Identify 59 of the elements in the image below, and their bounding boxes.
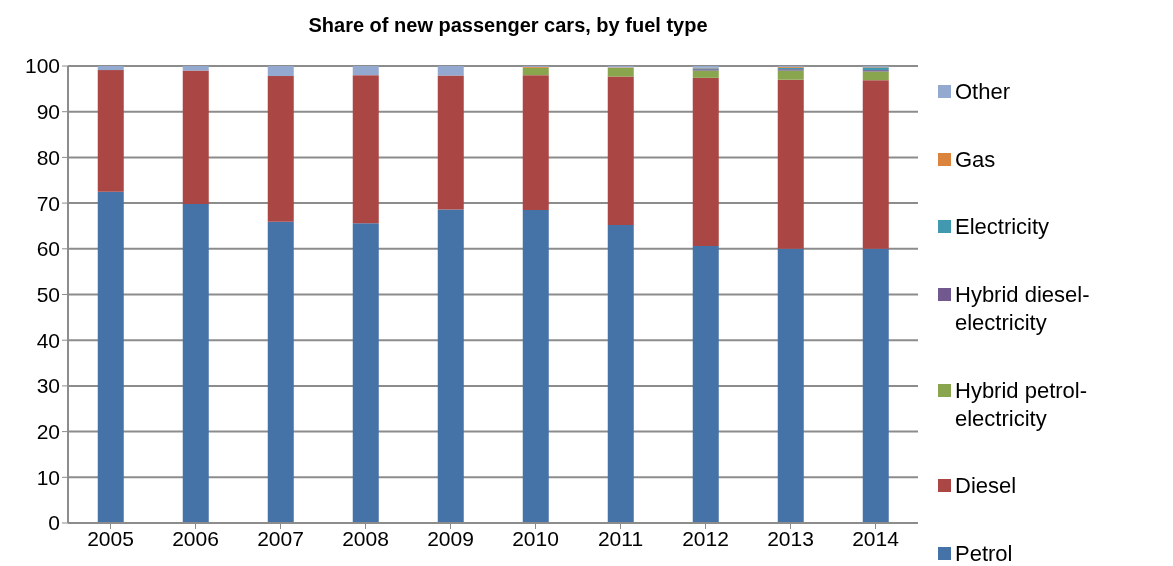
bar — [777, 70, 804, 80]
legend-label: Other — [955, 78, 1012, 106]
y-tick-label: 50 — [36, 282, 60, 306]
bar — [182, 204, 209, 523]
legend-label: Diesel — [955, 472, 1018, 501]
bar — [97, 191, 124, 523]
y-tick-label: 20 — [36, 420, 60, 444]
bar — [862, 248, 889, 523]
bar — [352, 223, 379, 523]
y-tick-label: 30 — [36, 374, 60, 398]
bar — [182, 70, 209, 205]
x-tick-label: 2013 — [767, 526, 814, 550]
y-tick-label: 70 — [36, 191, 60, 215]
x-tick-label: 2014 — [852, 526, 900, 550]
y-tick-label: 90 — [36, 100, 60, 124]
legend-label: Petrol — [955, 539, 1014, 566]
legend-label: Hybrid diesel-electricity — [955, 280, 1091, 337]
bar — [692, 246, 719, 523]
y-tick-label: 10 — [36, 465, 60, 489]
bar — [437, 209, 464, 523]
bar — [777, 248, 804, 523]
y-tick-label: 60 — [36, 237, 60, 261]
legend-label: Gas — [955, 145, 997, 174]
bar — [607, 225, 634, 523]
bar — [607, 76, 634, 226]
bar — [607, 67, 634, 77]
y-tick-label: 40 — [36, 328, 60, 352]
bar — [777, 79, 804, 249]
x-tick-label: 2008 — [342, 526, 389, 550]
bar — [692, 70, 719, 78]
x-tick-label: 2010 — [512, 526, 559, 550]
x-tick-label: 2012 — [682, 526, 729, 550]
legend-label: Hybrid petrol-electricity — [955, 376, 1089, 433]
bar — [267, 221, 294, 523]
x-tick-label: 2005 — [87, 526, 134, 550]
bar — [522, 67, 549, 76]
bar — [97, 70, 124, 192]
bar — [692, 77, 719, 247]
bar — [437, 75, 464, 210]
y-tick-label: 0 — [48, 511, 60, 535]
x-tick-label: 2011 — [597, 526, 644, 550]
bar — [437, 66, 464, 76]
bar — [97, 66, 124, 71]
legend-label: Electricity — [955, 213, 1051, 242]
x-tick-label: 2007 — [257, 526, 304, 550]
bar — [267, 76, 294, 222]
bar — [862, 80, 889, 249]
x-tick-label: 2009 — [427, 526, 474, 550]
chart-title: Share of new passenger cars, by fuel type — [307, 14, 709, 37]
bar — [862, 71, 889, 81]
bar — [182, 66, 209, 71]
y-tick-label: 80 — [36, 145, 60, 169]
bar — [522, 75, 549, 210]
bar — [267, 66, 294, 77]
bar — [522, 209, 549, 523]
bar — [352, 75, 379, 224]
y-tick-label: 100 — [24, 54, 60, 78]
bar — [352, 66, 379, 76]
x-tick-label: 2006 — [172, 526, 219, 550]
